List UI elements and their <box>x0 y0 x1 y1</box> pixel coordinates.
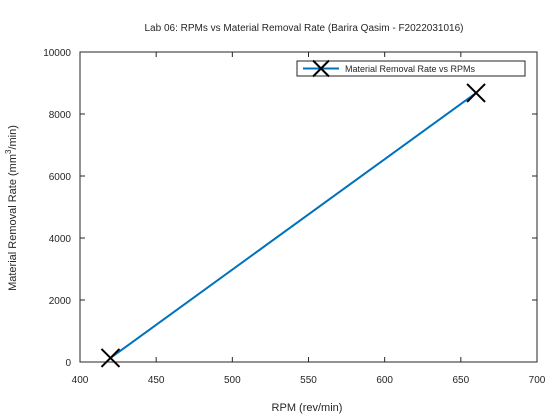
x-tick-label: 600 <box>376 375 393 386</box>
plot-area: 400 450 500 550 600 650 700 0 2000 4000 6000 8000 10… <box>43 48 546 386</box>
x-tick-label: 550 <box>300 375 317 386</box>
x-tick-label: 500 <box>224 375 241 386</box>
x-tick-label: 450 <box>148 375 165 386</box>
x-axis-label: RPM (rev/min) <box>272 402 343 414</box>
y-tick-label: 10000 <box>43 48 71 59</box>
y-tick-label: 8000 <box>49 110 72 121</box>
legend-label: Material Removal Rate vs RPMs <box>345 64 476 74</box>
y-tick-label: 2000 <box>49 296 72 307</box>
legend-box <box>296 60 526 77</box>
y-axis-label-tail: /min) <box>7 125 19 149</box>
y-tick-label: 4000 <box>49 234 72 245</box>
y-tick-label: 0 <box>65 358 71 369</box>
y-axis-label-main: Material Removal Rate (mm <box>7 154 19 291</box>
series-line <box>109 92 477 359</box>
x-tick-label: 700 <box>529 375 546 386</box>
data-point-marker <box>100 348 121 368</box>
x-tick-label: 650 <box>452 375 469 386</box>
x-tick-label: 400 <box>72 375 89 386</box>
y-tick-label: 6000 <box>49 172 72 183</box>
y-axis-label: Material Removal Rate (mm3/min) <box>4 125 19 291</box>
chart-title: Lab 06: RPMs vs Material Removal Rate (B… <box>144 23 463 34</box>
data-point-marker <box>466 83 486 103</box>
y-axis-label-superscript: 3 <box>4 149 13 154</box>
legend-marker-sample <box>312 59 330 78</box>
